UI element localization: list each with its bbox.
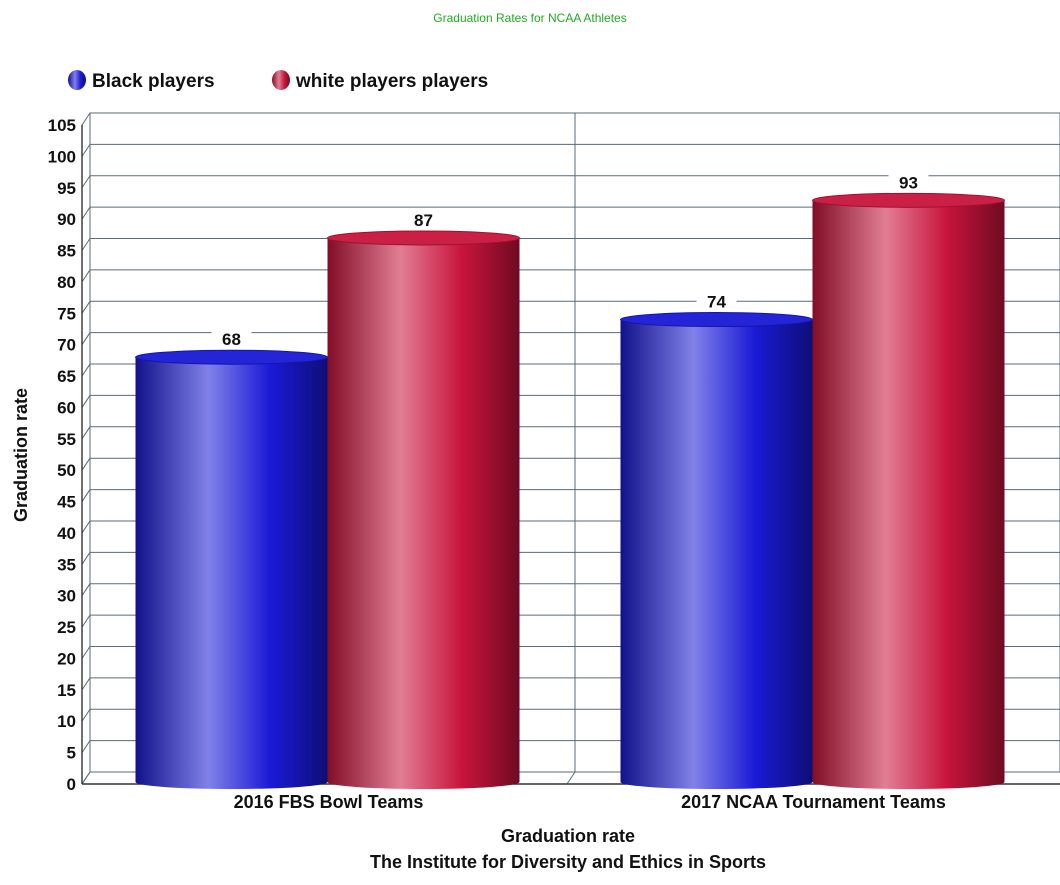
y-tick-label: 10 xyxy=(57,712,76,731)
data-labels: 68 87 74 93 xyxy=(211,171,929,349)
x-axis-subtitle: The Institute for Diversity and Ethics i… xyxy=(370,852,766,872)
data-label-background xyxy=(888,171,929,192)
gridline-depth xyxy=(81,238,91,251)
gridline-depth xyxy=(81,677,91,691)
y-tick-label: 25 xyxy=(57,618,76,637)
gridline-depth xyxy=(81,269,91,283)
y-tick-label: 45 xyxy=(57,493,76,512)
y-tick-label: 60 xyxy=(57,398,76,417)
gridline-depth xyxy=(81,646,91,659)
y-tick-label: 80 xyxy=(57,273,76,292)
data-label: 93 xyxy=(899,173,918,192)
gridline-depth xyxy=(81,175,91,189)
y-tick-label: 75 xyxy=(57,304,76,323)
y-tick-label: 20 xyxy=(57,649,76,668)
y-tick-label: 105 xyxy=(48,116,76,135)
data-label: 74 xyxy=(707,293,726,312)
bar xyxy=(812,192,1005,790)
data-label: 87 xyxy=(414,211,433,230)
gridline-depth xyxy=(81,740,91,753)
bars xyxy=(135,192,1005,790)
bar xyxy=(135,349,328,790)
x-tick-label: 2016 FBS Bowl Teams xyxy=(234,792,424,812)
gridline-depth xyxy=(81,708,91,722)
x-axis-title: Graduation rate xyxy=(501,826,635,846)
data-label: 68 xyxy=(222,330,241,349)
data-label-background xyxy=(211,328,252,349)
y-tick-label: 55 xyxy=(57,430,76,449)
x-tick-label: 2017 NCAA Tournament Teams xyxy=(681,792,946,812)
data-label-background xyxy=(403,208,444,229)
y-tick-label: 70 xyxy=(57,336,76,355)
gridline-depth xyxy=(81,457,91,471)
y-tick-label: 15 xyxy=(57,681,76,700)
y-tick-label: 35 xyxy=(57,555,76,574)
gridline-depth xyxy=(81,144,91,157)
legend-marker xyxy=(68,70,86,90)
gridline-depth xyxy=(81,520,91,534)
legend-label: white players players xyxy=(295,71,488,92)
y-axis-title: Graduation rate xyxy=(11,388,31,522)
data-label-background xyxy=(696,290,737,311)
gridline-depth xyxy=(81,489,91,502)
bar xyxy=(327,230,520,790)
bar xyxy=(620,312,813,790)
y-tick-label: 5 xyxy=(67,744,76,763)
gridline-depth xyxy=(81,614,91,628)
y-tick-label: 100 xyxy=(48,147,76,166)
chart-title: Graduation Rates for NCAA Athletes xyxy=(433,11,626,25)
axes: 0 5 10 15 20 25 30 35 40 45 50 55 60 65 70 75 80 85 90 95 10… xyxy=(48,116,1060,812)
y-tick-label: 0 xyxy=(67,775,76,794)
legend: Black players white players players xyxy=(68,70,488,92)
y-tick-label: 90 xyxy=(57,210,76,229)
y-tick-label: 30 xyxy=(57,587,76,606)
gridline-depth xyxy=(81,426,91,440)
legend-item: white players players xyxy=(272,70,488,92)
gridline-depth xyxy=(81,112,91,126)
legend-item: Black players xyxy=(68,70,215,92)
gridline-depth xyxy=(81,332,91,345)
legend-marker xyxy=(272,70,290,90)
category-divider-depth xyxy=(566,771,576,785)
gridline-depth xyxy=(81,583,91,596)
y-tick-label: 50 xyxy=(57,461,76,480)
y-tick-label: 65 xyxy=(57,367,76,386)
y-tick-label: 85 xyxy=(57,242,76,261)
gridline-depth xyxy=(81,363,91,377)
y-tick-label: 95 xyxy=(57,179,76,198)
gridline-depth xyxy=(81,395,91,408)
y-tick-label: 40 xyxy=(57,524,76,543)
gridline-depth xyxy=(81,552,91,565)
legend-label: Black players xyxy=(92,71,215,92)
gridline-depth xyxy=(81,206,91,220)
gridline-depth xyxy=(81,301,91,314)
